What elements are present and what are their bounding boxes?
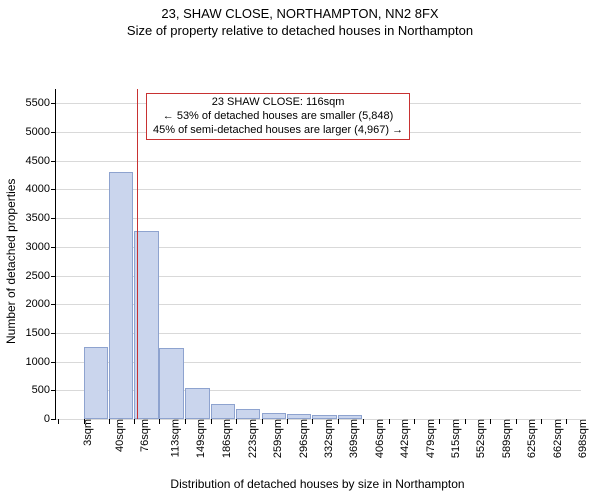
x-tick-label: 406sqm	[368, 419, 386, 458]
x-tick-label: 332sqm	[317, 419, 335, 458]
x-tick-mark	[236, 419, 237, 424]
x-tick-label: 296sqm	[292, 419, 310, 458]
y-tick-label: 500	[32, 384, 56, 396]
x-tick-mark	[312, 419, 313, 424]
x-tick-label: 259sqm	[266, 419, 284, 458]
x-tick-label: 515sqm	[444, 419, 462, 458]
histogram-bar	[211, 404, 235, 419]
y-tick-label: 5000	[26, 126, 56, 138]
y-axis-label: Number of detached properties	[4, 179, 18, 344]
x-tick-mark	[211, 419, 212, 424]
x-tick-label: 40sqm	[108, 419, 126, 452]
x-tick-label: 552sqm	[469, 419, 487, 458]
x-tick-mark	[338, 419, 339, 424]
x-tick-label: 735sqm	[597, 419, 600, 458]
x-tick-label: 3sqm	[76, 419, 94, 446]
x-tick-mark	[84, 419, 85, 424]
callout-line: 45% of semi-detached houses are larger (…	[153, 124, 403, 138]
y-tick-label: 3500	[26, 212, 56, 224]
y-gridline	[56, 161, 581, 162]
chart-title-sub: Size of property relative to detached ho…	[0, 23, 600, 38]
x-tick-label: 369sqm	[342, 419, 360, 458]
x-tick-mark	[541, 419, 542, 424]
histogram-bar	[159, 348, 183, 419]
y-gridline	[56, 218, 581, 219]
y-tick-label: 2000	[26, 298, 56, 310]
x-tick-label: 442sqm	[393, 419, 411, 458]
chart-title-main: 23, SHAW CLOSE, NORTHAMPTON, NN2 8FX	[0, 6, 600, 21]
x-tick-mark	[185, 419, 186, 424]
callout-line: 23 SHAW CLOSE: 116sqm	[153, 96, 403, 110]
x-tick-mark	[516, 419, 517, 424]
y-tick-label: 1500	[26, 327, 56, 339]
x-tick-label: 479sqm	[419, 419, 437, 458]
x-tick-label: 589sqm	[495, 419, 513, 458]
y-tick-label: 1000	[26, 356, 56, 368]
histogram-bar	[185, 388, 209, 419]
x-tick-mark	[58, 419, 59, 424]
x-tick-label: 223sqm	[241, 419, 259, 458]
histogram-bar	[84, 347, 108, 419]
y-tick-label: 2500	[26, 270, 56, 282]
y-tick-label: 3000	[26, 241, 56, 253]
x-tick-mark	[465, 419, 466, 424]
callout-line: ← 53% of detached houses are smaller (5,…	[153, 110, 403, 124]
x-tick-mark	[363, 419, 364, 424]
x-tick-label: 76sqm	[133, 419, 151, 452]
x-tick-mark	[262, 419, 263, 424]
plot-area: 0500100015002000250030003500400045005000…	[55, 89, 581, 420]
x-tick-label: 662sqm	[546, 419, 564, 458]
y-tick-label: 5500	[26, 97, 56, 109]
x-tick-mark	[414, 419, 415, 424]
x-axis-label: Distribution of detached houses by size …	[55, 477, 580, 491]
x-tick-mark	[287, 419, 288, 424]
x-tick-mark	[490, 419, 491, 424]
x-tick-label: 149sqm	[190, 419, 208, 458]
reference-callout: 23 SHAW CLOSE: 116sqm← 53% of detached h…	[146, 93, 410, 140]
y-tick-label: 0	[44, 413, 56, 425]
histogram-bar	[134, 231, 158, 419]
x-tick-label: 113sqm	[164, 419, 182, 457]
x-tick-mark	[389, 419, 390, 424]
x-tick-mark	[109, 419, 110, 424]
x-tick-mark	[439, 419, 440, 424]
y-gridline	[56, 189, 581, 190]
x-tick-label: 186sqm	[215, 419, 233, 458]
histogram-bar	[109, 172, 133, 419]
y-tick-label: 4000	[26, 183, 56, 195]
x-tick-mark	[566, 419, 567, 424]
histogram-bar	[236, 409, 260, 419]
x-tick-label: 698sqm	[571, 419, 589, 458]
x-tick-mark	[134, 419, 135, 424]
x-tick-label: 625sqm	[520, 419, 538, 458]
reference-line	[137, 89, 138, 419]
y-tick-label: 4500	[26, 155, 56, 167]
x-tick-mark	[159, 419, 160, 424]
